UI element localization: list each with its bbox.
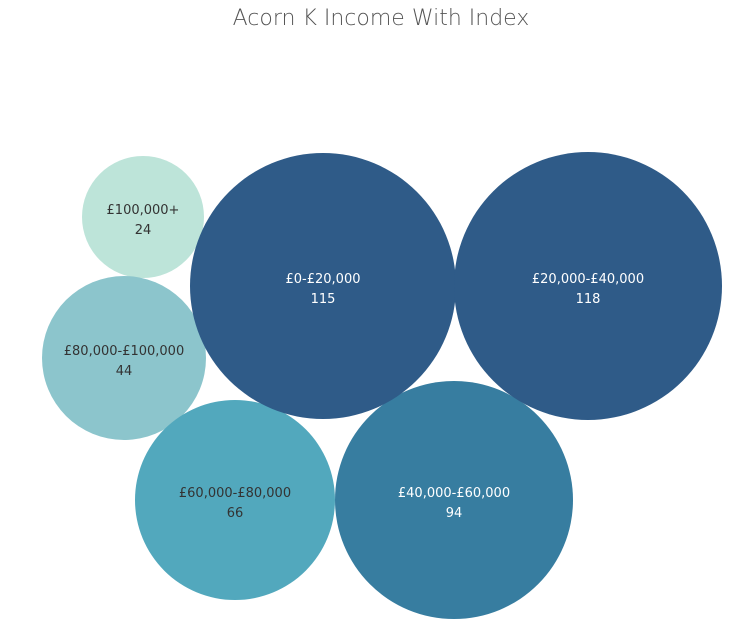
bubble-0-20-000[interactable]: £0-£20,000 115 [190,153,456,419]
bubble-category-label: £60,000-£80,000 [179,486,291,501]
bubble-value-label: 115 [311,292,336,307]
bubble-category-label: £40,000-£60,000 [398,486,510,501]
bubble-circle[interactable] [190,153,456,419]
bubble-80-000-100-000[interactable]: £80,000-£100,000 44 [42,276,206,440]
chart-title: Acorn K Income With Index [232,6,530,31]
bubble-circle[interactable] [335,381,573,619]
bubble-category-label: £80,000-£100,000 [64,344,184,359]
bubble-circle[interactable] [135,400,335,600]
bubble-circle[interactable] [42,276,206,440]
bubble-category-label: £20,000-£40,000 [532,272,644,287]
bubble-value-label: 66 [227,506,244,521]
bubble-value-label: 94 [446,506,463,521]
bubble-value-label: 24 [135,223,152,238]
bubble-value-label: 44 [116,364,133,379]
bubble-60-000-80-000[interactable]: £60,000-£80,000 66 [135,400,335,600]
bubble-category-label: £100,000+ [107,203,180,218]
bubble-20-000-40-000[interactable]: £20,000-£40,000 118 [454,152,722,420]
bubble-100-000[interactable]: £100,000+ 24 [82,156,204,278]
bubble-circle[interactable] [82,156,204,278]
bubble-circle[interactable] [454,152,722,420]
bubble-value-label: 118 [576,292,601,307]
bubble-category-label: £0-£20,000 [286,272,361,287]
bubble-40-000-60-000[interactable]: £40,000-£60,000 94 [335,381,573,619]
